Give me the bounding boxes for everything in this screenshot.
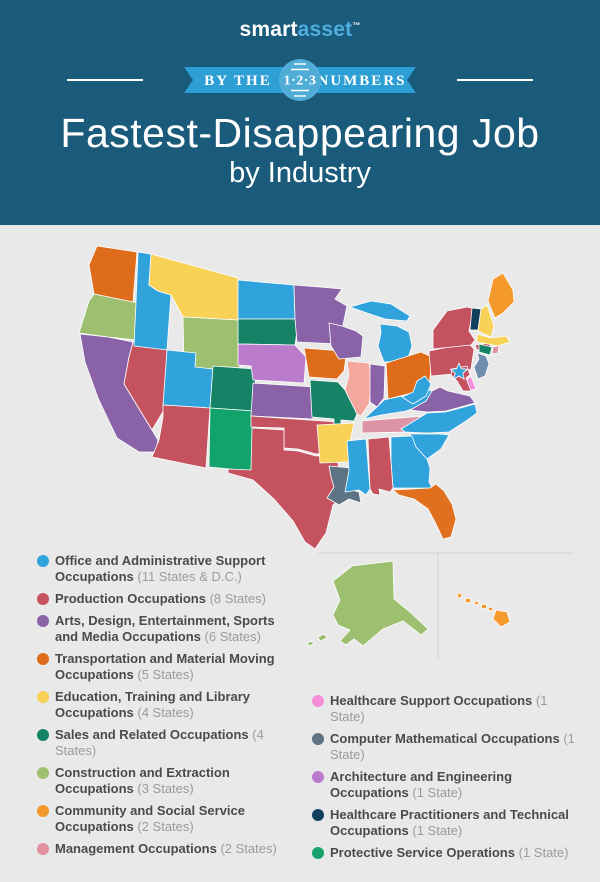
legend-count: (4 States) (137, 705, 194, 720)
legend-item: Architecture and Engineering Occupations… (312, 769, 576, 801)
legend-dot (312, 771, 324, 783)
legend-label: Computer Mathematical Occupations (330, 731, 560, 746)
legend-dot (37, 767, 49, 779)
legend-dot (37, 555, 49, 567)
legend-dot (37, 615, 49, 627)
legend-dot (37, 805, 49, 817)
state-nh (477, 304, 495, 338)
legend-dot (37, 653, 49, 665)
logo-trademark: ™ (352, 21, 361, 30)
legend-item: Healthcare Practitioners and Technical O… (312, 807, 576, 839)
state-wv (401, 375, 432, 405)
legend-dot (37, 593, 49, 605)
legend-label: Sales and Related Occupations (55, 727, 249, 742)
us-choropleth-map (78, 245, 574, 660)
legend-count: (5 States) (137, 667, 194, 682)
smartasset-logo: smartasset™ (0, 0, 600, 42)
legend-item: Transportation and Material Moving Occup… (37, 651, 291, 683)
state-wi (328, 322, 364, 360)
state-mo (309, 379, 358, 428)
by-the-numbers-ribbon: BY THE NUMBERS 1·2·3 (67, 59, 533, 101)
state-ct (478, 343, 493, 356)
legend-item: Protective Service Operations (1 State) (312, 845, 576, 861)
legend-label: Community and Social Service Occupations (55, 803, 246, 834)
legend-item: Sales and Related Occupations (4 States) (37, 727, 291, 759)
state-ks (250, 382, 316, 420)
state-va (409, 386, 476, 413)
legend-count: (6 States) (204, 629, 261, 644)
map-section: Office and Administrative Support Occupa… (0, 225, 600, 882)
state-ma (476, 333, 511, 347)
legend-label: Architecture and Engineering Occupations (330, 769, 513, 800)
state-nj (473, 352, 490, 380)
legend-count: (1 State) (412, 823, 463, 838)
ribbon-text-left: BY THE (204, 73, 271, 89)
page-title: Fastest-Disappearing Job (60, 110, 540, 156)
ribbon-badge-circle (279, 59, 321, 101)
legend-label: Management Occupations (55, 841, 217, 856)
state-fl (392, 483, 457, 540)
legend-count: (2 States) (220, 841, 277, 856)
state-ri (491, 345, 500, 355)
legend-label: Production Occupations (55, 591, 206, 606)
page-subtitle: by Industry (229, 157, 371, 189)
legend-item: Production Occupations (8 States) (37, 591, 291, 607)
legend-dot (37, 843, 49, 855)
legend-dot (312, 695, 324, 707)
legend-count: (1 State) (518, 845, 569, 860)
state-nm (208, 407, 255, 472)
legend-dot (37, 691, 49, 703)
legend-dot (312, 847, 324, 859)
state-nc (400, 403, 478, 434)
state-al (367, 436, 394, 496)
legend-item: Computer Mathematical Occupations (1 Sta… (312, 731, 576, 763)
legend-column-left: Office and Administrative Support Occupa… (37, 553, 291, 863)
legend-label: Construction and Extraction Occupations (55, 765, 230, 796)
legend-count: (1 State) (330, 693, 548, 724)
legend-count: (1 State) (412, 785, 463, 800)
legend-column-right: Healthcare Support Occupations (1 State)… (312, 693, 576, 867)
logo-asset: asset (297, 18, 353, 41)
state-sd (237, 318, 299, 346)
logo-smart: smart (239, 18, 298, 41)
legend-item: Community and Social Service Occupations… (37, 803, 291, 835)
state-co (209, 365, 257, 412)
legend-count: (2 States) (137, 819, 194, 834)
legend-label: Protective Service Operations (330, 845, 515, 860)
state-ms (344, 438, 371, 496)
legend-label: Education, Training and Library Occupati… (55, 689, 251, 720)
legend-count: (11 States & D.C.) (137, 569, 242, 584)
states-group (78, 245, 515, 647)
legend-label: Transportation and Material Moving Occup… (55, 651, 275, 682)
legend-count: (4 States) (55, 727, 264, 758)
state-hi (456, 592, 511, 628)
legend-item: Management Occupations (2 States) (37, 841, 291, 857)
state-ne (237, 343, 307, 384)
legend-dot (312, 733, 324, 745)
legend-dot (312, 809, 324, 821)
legend-count: (3 States) (137, 781, 194, 796)
state-nd (237, 279, 296, 320)
state-ak (306, 560, 429, 647)
legend-dot (37, 729, 49, 741)
legend-item: Education, Training and Library Occupati… (37, 689, 291, 721)
legend-label: Office and Administrative Support Occupa… (55, 553, 266, 584)
legend-label: Healthcare Practitioners and Technical O… (330, 807, 569, 838)
badge-123-text: 1·2·3 (284, 74, 317, 89)
legend-item: Construction and Extraction Occupations … (37, 765, 291, 797)
legend-item: Office and Administrative Support Occupa… (37, 553, 291, 585)
legend-item: Healthcare Support Occupations (1 State) (312, 693, 576, 725)
legend-label: Arts, Design, Entertainment, Sports and … (55, 613, 275, 644)
state-in (369, 363, 386, 408)
dc-star-marker (450, 362, 468, 380)
ribbon-text-right: NUMBERS (317, 73, 406, 89)
legend-count: (1 State) (330, 731, 575, 762)
legend-item: Arts, Design, Entertainment, Sports and … (37, 613, 291, 645)
legend-label: Healthcare Support Occupations (330, 693, 533, 708)
state-me (487, 272, 515, 319)
header: smartasset™ BY THE NUMBERS 1·2·3 Fastest… (0, 0, 600, 225)
legend-count: (8 States) (209, 591, 266, 606)
state-wa (88, 245, 138, 303)
